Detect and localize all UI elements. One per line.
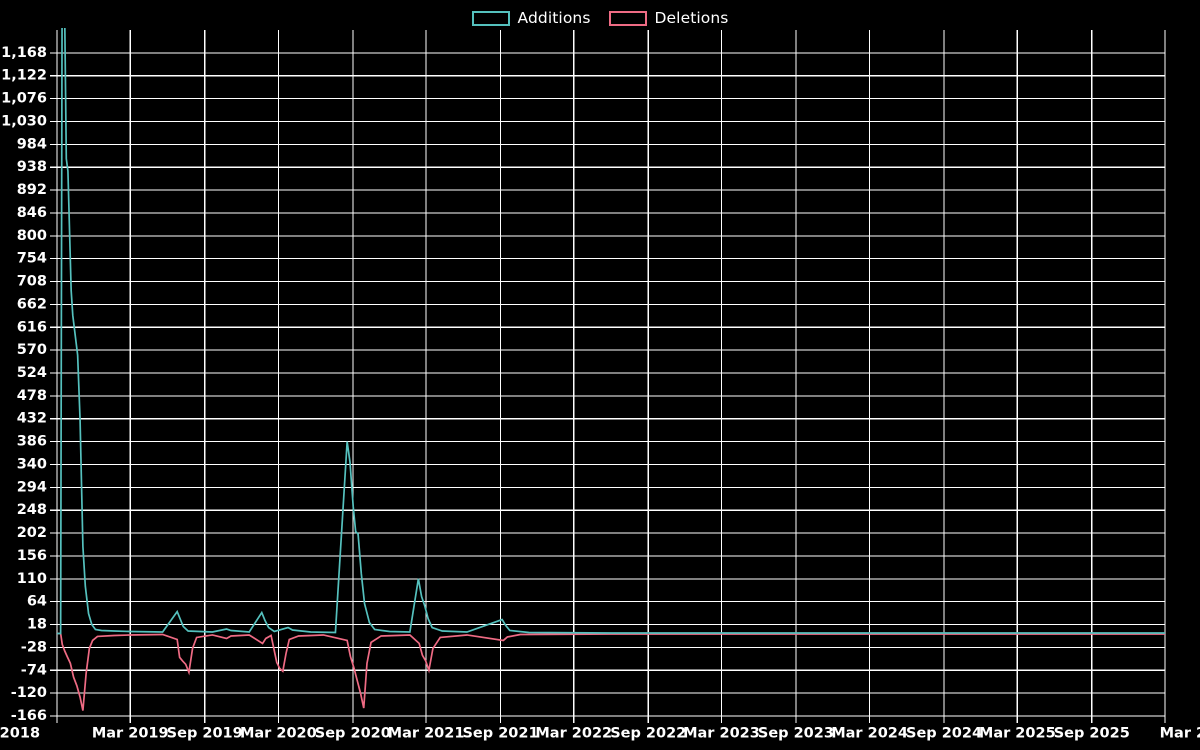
y-axis-tick-label: 478 [17, 388, 47, 404]
y-axis-tick-label: -120 [11, 685, 47, 701]
x-axis-tick-label: Mar 2022 [535, 726, 612, 742]
chart-legend: Additions Deletions [0, 0, 1200, 36]
x-gridlines [56, 30, 1166, 716]
x-axis-tick-label: Mar 2021 [388, 726, 465, 742]
legend-swatch-additions-icon [471, 10, 510, 26]
x-axis-tick-label: Mar 2023 [683, 726, 760, 742]
x-axis-tick-label: Sep 2025 [1054, 726, 1130, 742]
y-axis-tick-label: 800 [17, 228, 47, 244]
x-axis-tick-label: Sep 2023 [758, 726, 834, 742]
y-axis-tick-label: -28 [21, 639, 47, 655]
y-axis-tick-label: 432 [17, 411, 47, 427]
x-axis-tick-label: Mar 2025 [979, 726, 1056, 742]
x-axis-tick-label: Mar 2024 [831, 726, 908, 742]
x-axis-tick-label: Mar 2026 [1160, 726, 1200, 742]
y-axis-tick-label: 248 [17, 502, 47, 518]
x-axis-tick-label: Sep 2020 [315, 726, 391, 742]
legend-label-additions: Additions [517, 9, 591, 27]
x-axis-tick-label: Sep 2018 [0, 726, 40, 742]
y-axis-tick-label: 524 [17, 365, 47, 381]
legend-entry-deletions[interactable]: Deletions [608, 9, 729, 27]
series-line-additions [57, 28, 1165, 635]
y-axis-tick-label: 846 [17, 205, 47, 221]
y-gridlines [57, 52, 1165, 717]
x-axis-tick-label: Sep 2021 [462, 726, 538, 742]
y-axis-tick-label: 340 [17, 456, 47, 472]
x-axis-tick-label: Sep 2019 [167, 726, 243, 742]
y-axis-tick-label: -74 [21, 662, 47, 678]
x-axis-tick-label: Mar 2020 [240, 726, 317, 742]
y-axis-tick-label: 892 [17, 182, 47, 198]
y-axis-labels: 1,168 1,122 1,076 1,030 984 938 892 846 800 754 70… [1, 45, 47, 724]
y-axis-tick-label: 110 [17, 571, 47, 587]
y-axis-tick-label: 1,168 [1, 45, 47, 61]
y-axis-tick-label: 616 [17, 319, 47, 335]
y-axis-tick-label: 1,030 [1, 113, 47, 129]
series-line-deletions [57, 632, 1165, 711]
legend-label-deletions: Deletions [654, 9, 729, 27]
y-axis-tick-label: 938 [17, 159, 47, 175]
y-axis-tick-label: 1,076 [1, 91, 47, 107]
y-axis-tick-label: 386 [17, 434, 47, 450]
legend-entry-additions[interactable]: Additions [471, 9, 591, 27]
y-axis-tick-label: 754 [17, 251, 47, 267]
y-axis-tick-label: -166 [11, 708, 47, 724]
y-axis-tick-label: 202 [17, 525, 47, 541]
x-axis-tick-label: Sep 2022 [610, 726, 686, 742]
y-axis-tick-label: 18 [27, 617, 47, 633]
data-series [57, 28, 1165, 711]
x-axis-tick-label: Mar 2019 [92, 726, 169, 742]
y-axis-tick-label: 662 [17, 296, 47, 312]
x-axis-tick-label: Sep 2024 [906, 726, 982, 742]
y-axis-tick-label: 708 [17, 274, 47, 290]
axis-tickmarks [50, 30, 1166, 723]
y-axis-tick-label: 294 [17, 479, 47, 495]
y-axis-tick-label: 570 [17, 342, 47, 358]
legend-swatch-deletions-icon [608, 10, 647, 26]
y-axis-tick-label: 1,122 [1, 68, 47, 84]
y-axis-tick-label: 156 [17, 548, 47, 564]
y-axis-tick-label: 984 [17, 136, 47, 152]
y-axis-tick-label: 64 [27, 594, 47, 610]
